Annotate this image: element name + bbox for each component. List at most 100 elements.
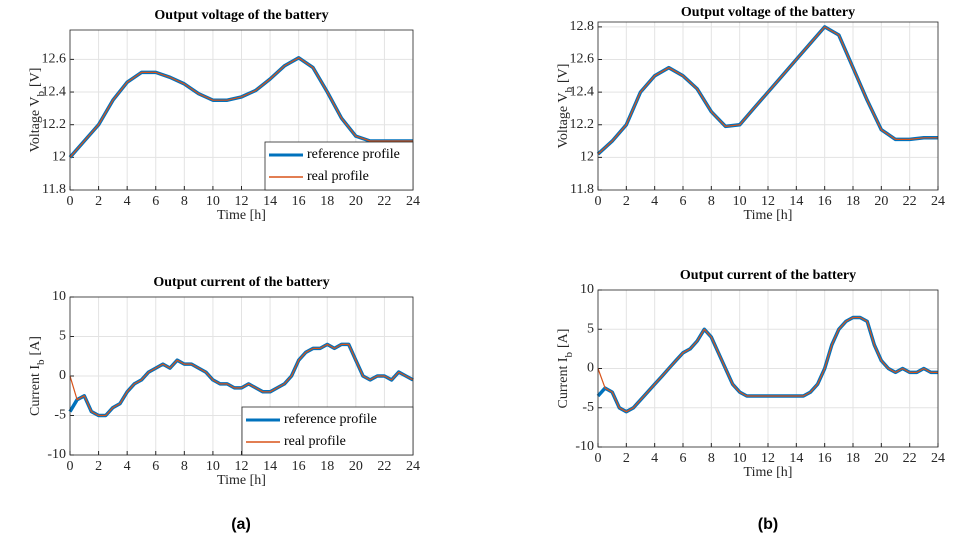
y-tick-label: 12.4 xyxy=(42,84,67,99)
y-tick-label: 12.2 xyxy=(42,117,67,132)
x-tick-label: 22 xyxy=(377,194,391,209)
y-axis-label: Voltage Vb [V] xyxy=(556,64,574,149)
x-tick-label: 16 xyxy=(818,194,832,209)
y-tick-label: 0 xyxy=(587,361,594,376)
x-tick-label: 10 xyxy=(206,194,220,209)
x-tick-label: 24 xyxy=(931,194,945,209)
chart-title: Output current of the battery xyxy=(680,268,856,283)
y-label-subscript: b xyxy=(35,359,47,365)
x-tick-label: 2 xyxy=(95,459,102,474)
y-axis-label: Voltage Vb [V] xyxy=(28,68,46,153)
x-tick-label: 18 xyxy=(846,451,860,466)
x-tick-label: 0 xyxy=(595,451,602,466)
x-tick-label: 14 xyxy=(789,451,803,466)
y-tick-label: 12.4 xyxy=(570,84,595,99)
legend-label: reference profile xyxy=(284,412,377,427)
x-tick-label: 12 xyxy=(761,451,775,466)
x-tick-label: 0 xyxy=(67,459,74,474)
x-tick-label: 18 xyxy=(846,194,860,209)
x-tick-label: 14 xyxy=(263,194,277,209)
x-axis-label: Time [h] xyxy=(217,473,266,488)
y-label-text: Voltage V xyxy=(28,97,43,153)
x-tick-label: 12 xyxy=(235,194,249,209)
y-label-subscript: b xyxy=(563,87,575,93)
y-tick-label: 12.8 xyxy=(570,19,595,34)
series-line xyxy=(597,316,938,413)
y-label-text: Current I xyxy=(28,365,43,416)
x-tick-label: 16 xyxy=(292,459,306,474)
y-label-subscript: b xyxy=(563,352,575,358)
x-tick-label: 22 xyxy=(903,451,917,466)
legend-box xyxy=(264,141,414,191)
x-tick-label: 16 xyxy=(818,451,832,466)
x-tick-label: 24 xyxy=(406,459,420,474)
x-tick-label: 24 xyxy=(931,451,945,466)
x-tick-label: 8 xyxy=(708,194,715,209)
x-tick-label: 10 xyxy=(733,194,747,209)
x-tick-label: 0 xyxy=(595,194,602,209)
y-tick-label: 10 xyxy=(580,282,594,297)
y-tick-label: 10 xyxy=(52,289,66,304)
x-tick-label: 16 xyxy=(292,194,306,209)
x-tick-label: 4 xyxy=(124,194,131,209)
y-label-unit: [V] xyxy=(28,68,43,87)
series-line xyxy=(69,57,413,158)
x-tick-label: 12 xyxy=(761,194,775,209)
y-tick-label: 12.6 xyxy=(42,52,67,67)
x-tick-label: 0 xyxy=(67,194,74,209)
y-label-subscript: b xyxy=(35,91,47,97)
x-tick-label: 18 xyxy=(320,194,334,209)
y-axis-label: Current Ib [A] xyxy=(556,329,574,409)
y-tick-label: -5 xyxy=(54,408,66,423)
y-label-unit: [A] xyxy=(28,336,43,355)
x-tick-label: 10 xyxy=(206,459,220,474)
y-axis-label: Current Ib [A] xyxy=(28,336,46,416)
x-tick-label: 8 xyxy=(181,194,188,209)
x-tick-label: 4 xyxy=(651,451,658,466)
x-tick-label: 22 xyxy=(377,459,391,474)
x-tick-label: 2 xyxy=(623,451,630,466)
chart-title: Output voltage of the battery xyxy=(681,5,855,20)
x-axis-label: Time [h] xyxy=(744,465,793,480)
series-line xyxy=(69,343,414,417)
x-tick-label: 22 xyxy=(903,194,917,209)
y-label-text: Voltage V xyxy=(556,93,571,149)
y-tick-label: 12 xyxy=(580,150,594,165)
chart-title: Output current of the battery xyxy=(153,275,329,290)
x-tick-label: 12 xyxy=(235,459,249,474)
x-tick-label: 20 xyxy=(874,194,888,209)
y-tick-label: 11.8 xyxy=(570,182,594,197)
x-tick-label: 6 xyxy=(680,451,687,466)
axes-box xyxy=(597,289,939,448)
x-tick-label: 2 xyxy=(95,194,102,209)
y-tick-label: -10 xyxy=(575,439,594,454)
caption: (a) xyxy=(231,516,251,533)
y-tick-label: -5 xyxy=(582,400,594,415)
legend-label: real profile xyxy=(307,169,369,184)
axes-box xyxy=(597,21,939,191)
y-tick-label: 0 xyxy=(59,368,66,383)
x-tick-label: 20 xyxy=(349,459,363,474)
y-label-text: Current I xyxy=(556,357,571,408)
y-tick-label: 12.6 xyxy=(570,52,595,67)
y-tick-label: 12 xyxy=(52,150,66,165)
legend-box xyxy=(241,406,414,456)
x-tick-label: 2 xyxy=(623,194,630,209)
x-tick-label: 8 xyxy=(708,451,715,466)
axes-box xyxy=(69,296,414,456)
x-axis-label: Time [h] xyxy=(217,208,266,223)
x-tick-label: 20 xyxy=(349,194,363,209)
x-tick-label: 6 xyxy=(152,459,159,474)
x-tick-label: 10 xyxy=(733,451,747,466)
y-label-unit: [A] xyxy=(556,329,571,348)
legend-label: reference profile xyxy=(307,147,400,162)
x-tick-label: 8 xyxy=(181,459,188,474)
x-tick-label: 20 xyxy=(874,451,888,466)
x-axis-label: Time [h] xyxy=(744,208,793,223)
y-tick-label: 12.2 xyxy=(570,117,595,132)
x-tick-label: 4 xyxy=(124,459,131,474)
caption: (b) xyxy=(758,516,778,533)
legend-label: real profile xyxy=(284,434,346,449)
x-tick-label: 6 xyxy=(680,194,687,209)
